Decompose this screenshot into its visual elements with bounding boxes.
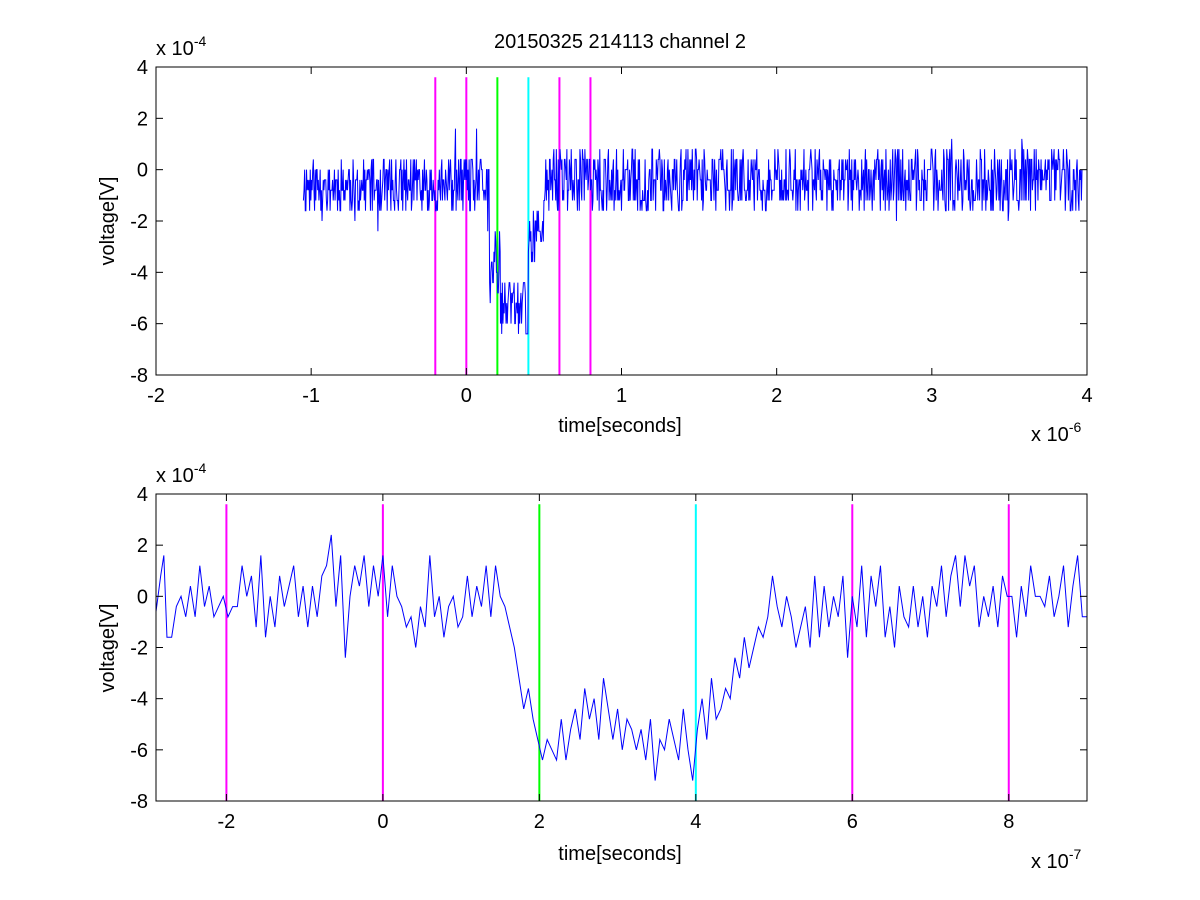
top-plot-signal xyxy=(302,128,1083,335)
bottom-plot-x-tick-label: 6 xyxy=(847,811,858,833)
bottom-plot-y-tick-label: 0 xyxy=(137,586,148,608)
bottom-plot-marker-lines xyxy=(225,504,1010,801)
top-plot: -2 -1 0 1 2 3 4 -8 -6 -4 -2 0 2 4 time[seconds] volt… xyxy=(97,33,1093,446)
bottom-plot-x-tick-label: 4 xyxy=(690,811,701,833)
bottom-plot-x-tick-label: 0 xyxy=(377,811,388,833)
top-plot-x-tick-label: 0 xyxy=(461,385,472,407)
top-plot-x-axis-label: time[seconds] xyxy=(558,415,681,437)
bottom-plot-y-tick-label: -6 xyxy=(130,740,148,762)
top-plot-x-ticks: -2 -1 0 1 2 3 4 xyxy=(147,67,1093,407)
top-plot-x-tick-label: -1 xyxy=(302,385,320,407)
top-plot-y-tick-label: 2 xyxy=(137,108,148,130)
top-plot-x-tick-label: 3 xyxy=(926,385,937,407)
top-plot-y-tick-label: 0 xyxy=(137,160,148,182)
top-plot-y-exponent: x 10-4 xyxy=(156,33,206,60)
bottom-plot-y-tick-label: -8 xyxy=(130,791,148,813)
top-plot-y-tick-label: 4 xyxy=(137,57,148,79)
top-plot-marker-lines xyxy=(434,77,592,375)
top-plot-x-tick-label: 1 xyxy=(616,385,627,407)
bottom-plot-x-ticks: -2 0 2 4 6 8 xyxy=(218,494,1014,833)
bottom-plot-x-tick-label: -2 xyxy=(218,811,236,833)
bottom-plot-signal xyxy=(156,534,1087,781)
top-plot-y-axis-label: voltage[V] xyxy=(97,177,119,266)
bottom-plot-y-tick-label: -4 xyxy=(130,689,148,711)
bottom-plot-y-tick-label: 4 xyxy=(137,484,148,506)
top-plot-y-tick-label: -8 xyxy=(130,365,148,387)
bottom-plot-x-tick-label: 8 xyxy=(1003,811,1014,833)
bottom-plot-y-axis-label: voltage[V] xyxy=(97,604,119,693)
top-plot-x-tick-label: -2 xyxy=(147,385,165,407)
top-plot-y-ticks: -8 -6 -4 -2 0 2 4 xyxy=(130,57,1087,387)
bottom-plot-y-ticks: -8 -6 -4 -2 0 2 4 xyxy=(130,484,1087,813)
bottom-plot-signal-line xyxy=(156,534,1087,781)
bottom-plot-x-axis-label: time[seconds] xyxy=(558,843,681,865)
bottom-plot-y-tick-label: -2 xyxy=(130,638,148,660)
top-plot-y-tick-label: -2 xyxy=(130,211,148,233)
top-plot-y-tick-label: -4 xyxy=(130,262,148,284)
top-plot-signal-line xyxy=(302,128,1083,335)
bottom-plot-y-tick-label: 2 xyxy=(137,535,148,557)
bottom-plot-x-tick-label: 2 xyxy=(534,811,545,833)
bottom-plot-y-exponent: x 10-4 xyxy=(156,460,206,487)
top-plot-x-tick-label: 2 xyxy=(771,385,782,407)
top-plot-y-tick-label: -6 xyxy=(130,314,148,336)
bottom-plot-x-exponent: x 10-7 xyxy=(1031,846,1081,873)
chart-title: 20150325 214113 channel 2 xyxy=(494,31,746,53)
top-plot-x-tick-label: 4 xyxy=(1081,385,1092,407)
bottom-plot: -2 0 2 4 6 8 -8 -6 -4 -2 0 2 4 time[seconds] voltag… xyxy=(97,460,1088,873)
top-plot-x-exponent: x 10-6 xyxy=(1031,419,1081,446)
